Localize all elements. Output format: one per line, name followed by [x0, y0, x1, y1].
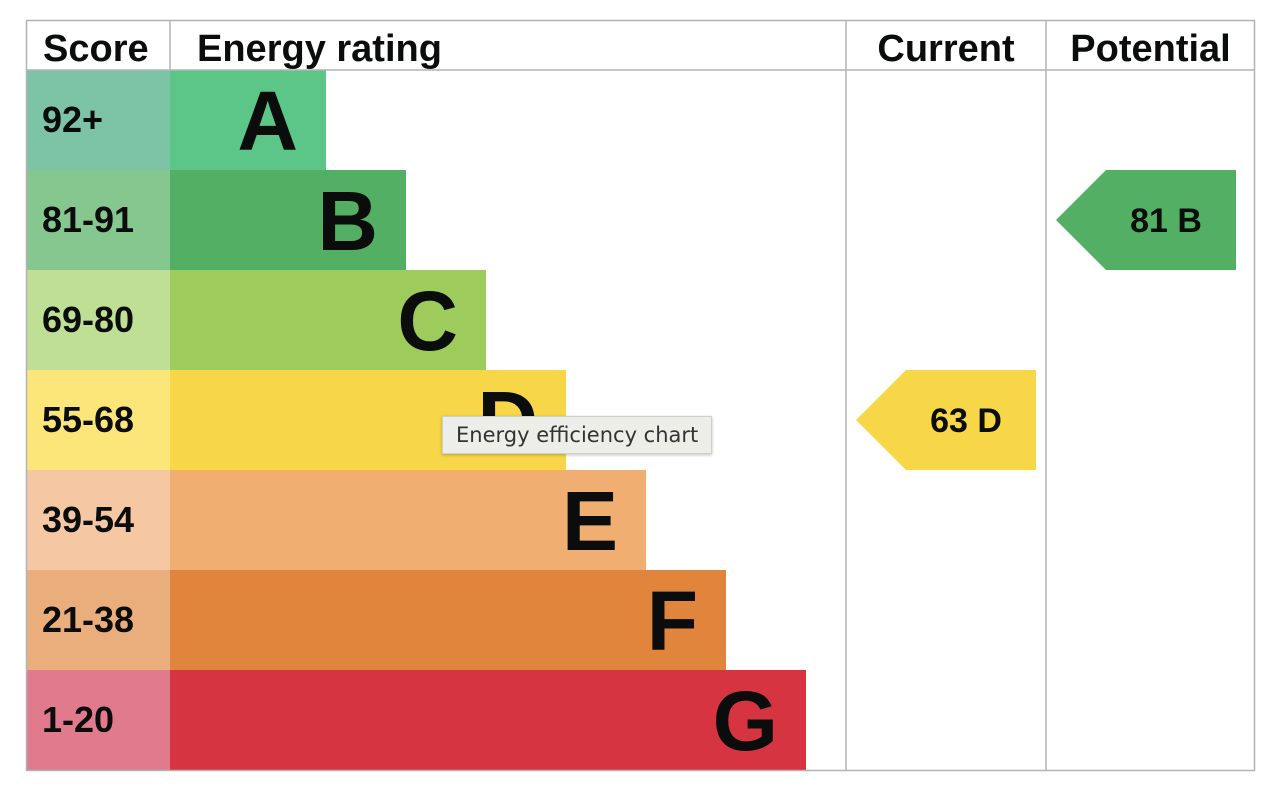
score-range-B: 81-91: [42, 199, 134, 240]
band-letter-F: F: [647, 574, 698, 668]
band-bar-F: [170, 570, 726, 670]
potential-arrow: [1056, 170, 1236, 270]
band-letter-C: C: [397, 274, 458, 368]
score-cell-A: [26, 70, 170, 170]
score-range-G: 1-20: [42, 699, 114, 740]
score-range-A: 92+: [42, 99, 103, 140]
band-letter-B: B: [317, 174, 378, 268]
header-potential: Potential: [1070, 28, 1230, 70]
header-current: Current: [877, 28, 1015, 70]
header-energy-rating: Energy rating: [197, 28, 442, 70]
band-letter-G: G: [713, 674, 778, 768]
potential-rating-label: 81 B: [1130, 202, 1202, 240]
score-cell-G: [26, 670, 170, 770]
header-score: Score: [43, 28, 149, 70]
band-bar-E: [170, 470, 646, 570]
band-bar-G: [170, 670, 806, 770]
chart-border: [25, 19, 1256, 772]
band-bar-C: [170, 270, 486, 370]
score-cell-E: [26, 470, 170, 570]
tooltip: Energy efficiency chart: [442, 416, 713, 454]
current-arrow: [856, 370, 1036, 470]
score-cell-C: [26, 270, 170, 370]
score-cell-D: [26, 370, 170, 470]
score-cell-B: [26, 170, 170, 270]
band-letter-E: E: [562, 474, 618, 568]
band-bar-B: [170, 170, 406, 270]
score-range-E: 39-54: [42, 499, 134, 540]
score-range-C: 69-80: [42, 299, 134, 340]
band-letter-A: A: [237, 74, 298, 168]
current-rating-label: 63 D: [930, 402, 1002, 440]
score-range-D: 55-68: [42, 399, 134, 440]
band-bar-A: [170, 70, 326, 170]
score-range-F: 21-38: [42, 599, 134, 640]
score-cell-F: [26, 570, 170, 670]
